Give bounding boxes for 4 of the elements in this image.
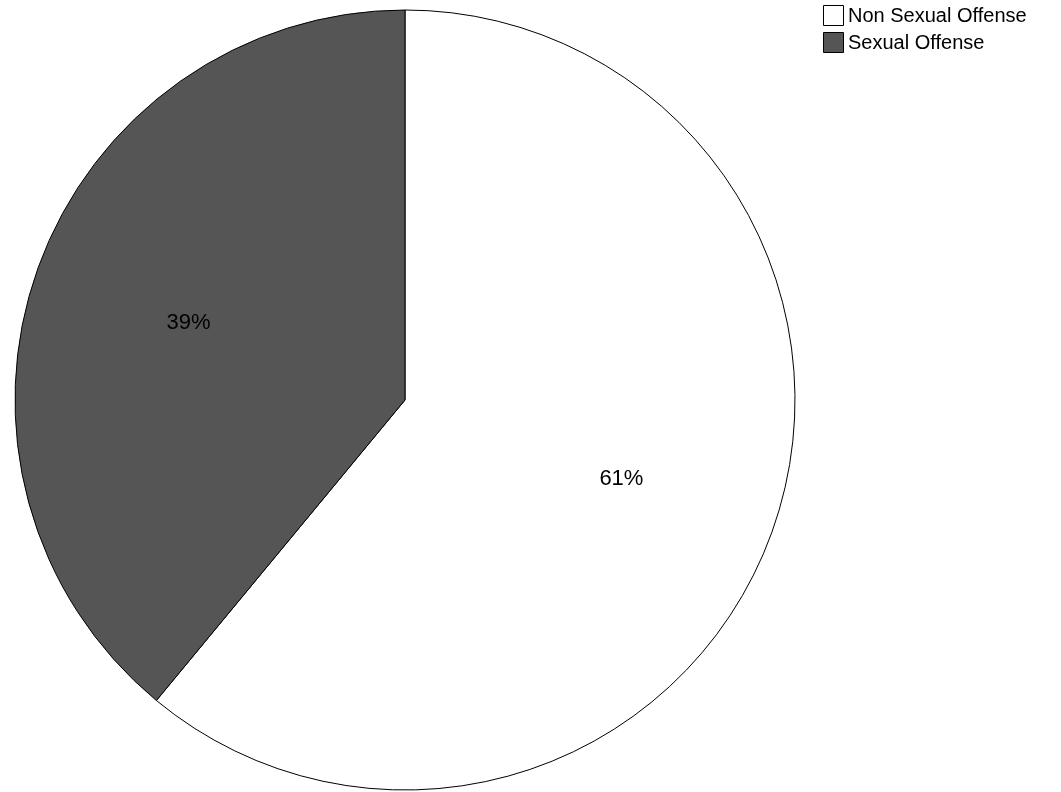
data-label: 61% <box>599 464 644 490</box>
legend-label: Sexual Offense <box>848 30 985 53</box>
data-label: 39% <box>166 309 211 335</box>
legend-label: Non Sexual Offense <box>848 3 1027 26</box>
